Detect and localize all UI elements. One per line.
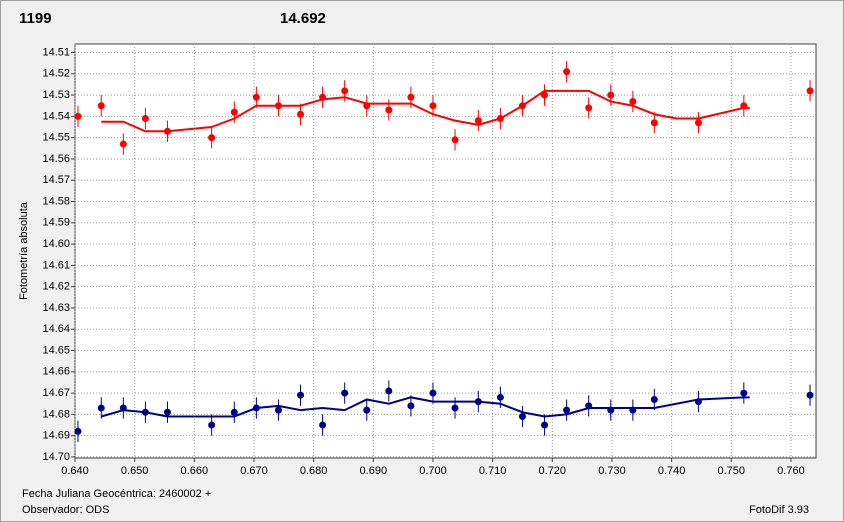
data-point — [163, 408, 171, 416]
y-tick-label: 14.57 — [42, 174, 70, 186]
x-tick-label: 0.660 — [181, 465, 209, 477]
data-point — [97, 102, 105, 110]
y-tick-label: 14.64 — [42, 323, 70, 335]
y-tick-label: 14.62 — [42, 281, 70, 293]
x-tick-label: 0.650 — [121, 465, 149, 477]
data-point — [407, 402, 415, 410]
data-point — [319, 421, 327, 429]
data-point — [297, 110, 305, 118]
data-point — [74, 427, 82, 435]
data-point — [451, 404, 459, 412]
x-tick-label: 0.690 — [360, 465, 388, 477]
data-point — [119, 140, 127, 148]
data-point — [341, 87, 349, 95]
y-tick-label: 14.53 — [42, 89, 70, 101]
y-tick-label: 14.69 — [42, 430, 70, 442]
y-tick-label: 14.58 — [42, 195, 70, 207]
data-point — [74, 112, 82, 120]
data-point — [541, 421, 549, 429]
data-point — [607, 91, 615, 99]
x-tick-label: 0.640 — [61, 465, 89, 477]
data-point — [585, 104, 593, 112]
y-tick-label: 14.55 — [42, 132, 70, 144]
data-point — [208, 421, 216, 429]
data-point — [385, 106, 393, 114]
data-point — [429, 102, 437, 110]
data-point — [274, 406, 282, 414]
data-point — [451, 136, 459, 144]
fit-line — [100, 396, 750, 418]
y-tick-label: 14.68 — [42, 408, 70, 420]
y-axis-label: Fotometría absoluta — [18, 201, 30, 300]
data-point — [230, 408, 238, 416]
y-tick-label: 14.70 — [42, 451, 70, 463]
y-tick-label: 14.67 — [42, 387, 70, 399]
data-point — [208, 134, 216, 142]
data-point — [385, 387, 393, 395]
data-point — [341, 389, 349, 397]
data-point — [806, 87, 814, 95]
x-tick-label: 0.670 — [240, 465, 268, 477]
y-tick-label: 14.61 — [42, 259, 70, 271]
plot-area — [74, 43, 817, 459]
data-point — [694, 119, 702, 127]
note: FotoDif 3.93 — [749, 504, 809, 516]
x-tick-label: 0.720 — [539, 465, 567, 477]
y-tick-label: 14.56 — [42, 153, 70, 165]
x-axis-label: Fecha Juliana Geocéntrica: 2460002 + — [22, 488, 211, 500]
x-tick-label: 0.680 — [300, 465, 328, 477]
data-point — [563, 68, 571, 76]
data-point — [541, 91, 549, 99]
data-point — [407, 93, 415, 101]
y-tick-label: 14.60 — [42, 238, 70, 250]
annotation: 1199 — [19, 10, 52, 27]
x-tick-label: 0.700 — [419, 465, 447, 477]
data-point — [230, 108, 238, 116]
data-point — [363, 406, 371, 414]
x-tick-label: 0.710 — [479, 465, 507, 477]
annotation: 14.692 — [280, 10, 326, 27]
data-point — [141, 114, 149, 122]
data-point — [806, 391, 814, 399]
y-tick-label: 14.54 — [42, 110, 70, 122]
y-tick-label: 14.63 — [42, 302, 70, 314]
data-point — [629, 97, 637, 105]
data-point — [474, 117, 482, 125]
x-tick-label: 0.740 — [658, 465, 686, 477]
note: Observador: ODS — [22, 504, 109, 516]
data-point — [97, 404, 105, 412]
data-point — [563, 406, 571, 414]
data-point — [650, 395, 658, 403]
y-tick-label: 14.66 — [42, 366, 70, 378]
data-point — [252, 93, 260, 101]
data-point — [740, 389, 748, 397]
x-tick-label: 0.750 — [718, 465, 746, 477]
y-tick-label: 14.52 — [42, 68, 70, 80]
y-tick-label: 14.51 — [42, 46, 70, 58]
data-point — [518, 412, 526, 420]
x-tick-label: 0.730 — [598, 465, 626, 477]
data-point — [496, 393, 504, 401]
fit-line — [101, 89, 750, 133]
data-point — [429, 389, 437, 397]
x-tick-label: 0.760 — [777, 465, 805, 477]
data-point — [650, 119, 658, 127]
data-point — [297, 391, 305, 399]
y-tick-label: 14.59 — [42, 217, 70, 229]
y-tick-label: 14.65 — [42, 344, 70, 356]
